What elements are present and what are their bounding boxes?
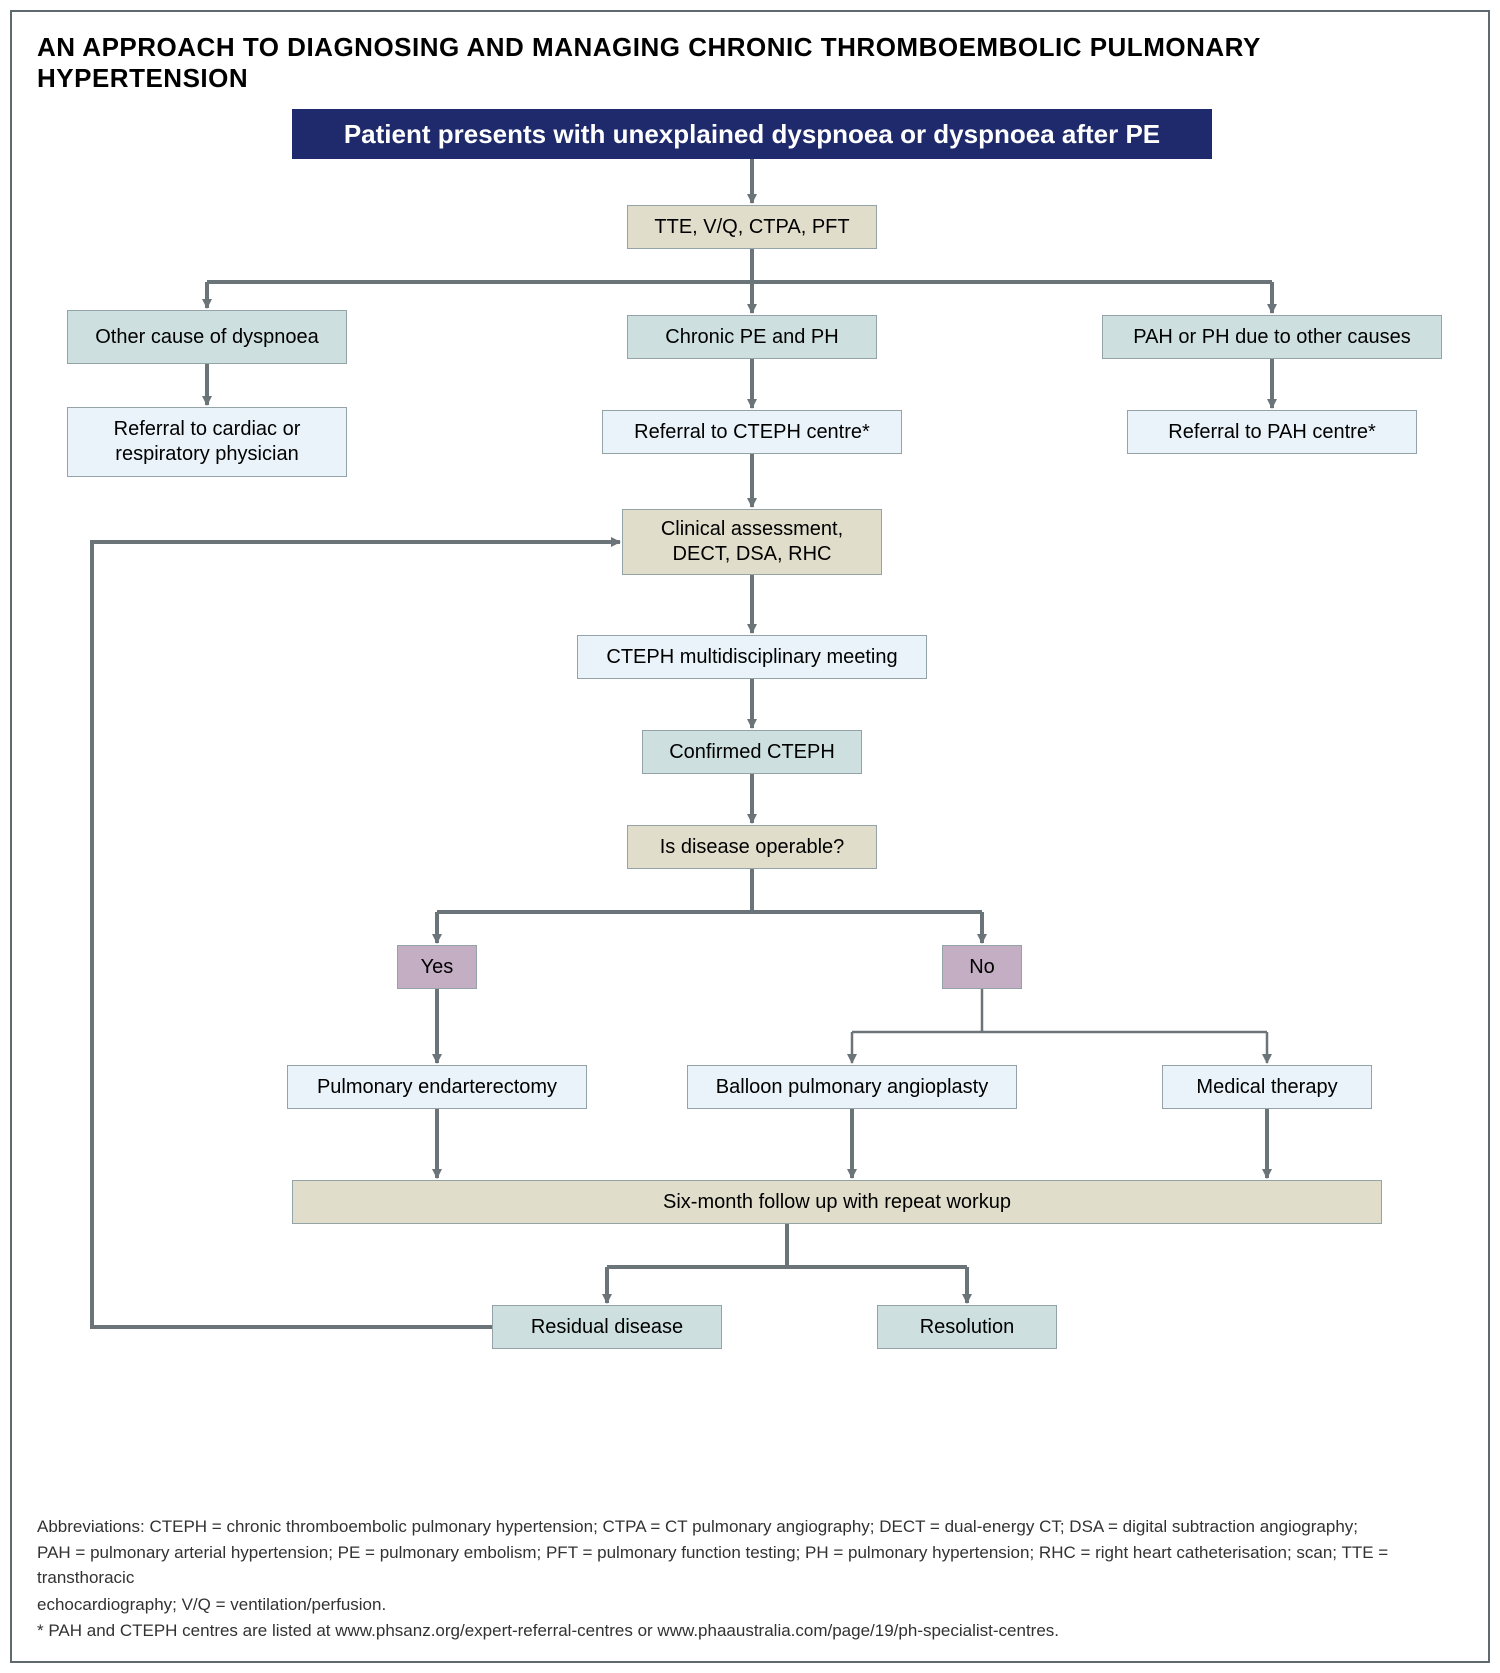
diagram-title: AN APPROACH TO DIAGNOSING AND MANAGING C… (37, 32, 1463, 94)
node-n4: PAH or PH due to other causes (1102, 315, 1442, 359)
node-n12: Yes (397, 945, 477, 989)
node-n13: No (942, 945, 1022, 989)
node-n1: TTE, V/Q, CTPA, PFT (627, 205, 877, 249)
footnote-centres: * PAH and CTEPH centres are listed at ww… (37, 1619, 1463, 1644)
node-n14: Pulmonary endarterectomy (287, 1065, 587, 1109)
node-n3: Chronic PE and PH (627, 315, 877, 359)
node-n8: Clinical assessment, DECT, DSA, RHC (622, 509, 882, 575)
abbrev-line-2: PAH = pulmonary arterial hypertension; P… (37, 1541, 1463, 1590)
node-n19: Resolution (877, 1305, 1057, 1349)
footer-notes: Abbreviations: CTEPH = chronic thromboem… (37, 1515, 1463, 1646)
abbrev-line-1: Abbreviations: CTEPH = chronic thromboem… (37, 1515, 1463, 1540)
node-n5: Referral to cardiac or respiratory physi… (67, 407, 347, 477)
node-n0: Patient presents with unexplained dyspno… (292, 109, 1212, 159)
node-n2: Other cause of dyspnoea (67, 310, 347, 364)
node-n9: CTEPH multidisciplinary meeting (577, 635, 927, 679)
node-n16: Medical therapy (1162, 1065, 1372, 1109)
abbrev-line-3: echocardiography; V/Q = ventilation/perf… (37, 1593, 1463, 1618)
node-n11: Is disease operable? (627, 825, 877, 869)
node-n10: Confirmed CTEPH (642, 730, 862, 774)
node-n17: Six-month follow up with repeat workup (292, 1180, 1382, 1224)
node-n15: Balloon pulmonary angioplasty (687, 1065, 1017, 1109)
node-n6: Referral to CTEPH centre* (602, 410, 902, 454)
diagram-frame: AN APPROACH TO DIAGNOSING AND MANAGING C… (10, 10, 1490, 1663)
flowchart-canvas: Patient presents with unexplained dyspno… (37, 112, 1463, 1542)
node-n7: Referral to PAH centre* (1127, 410, 1417, 454)
node-n18: Residual disease (492, 1305, 722, 1349)
